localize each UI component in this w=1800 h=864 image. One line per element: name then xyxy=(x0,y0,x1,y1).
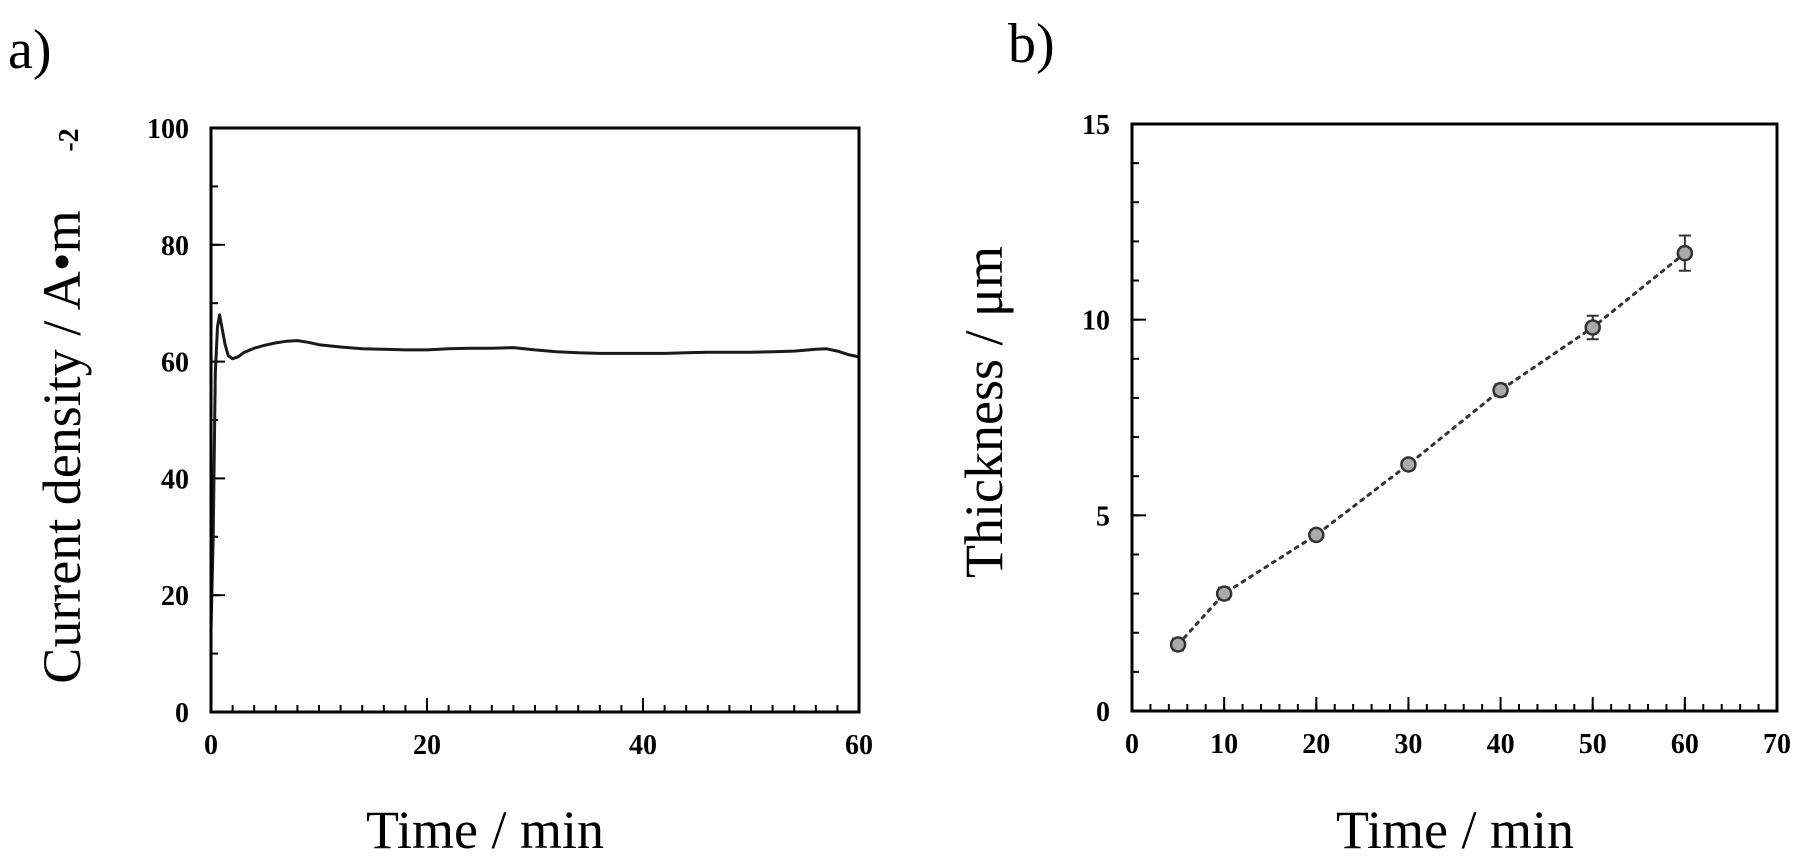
x-tick-label: 40 xyxy=(629,730,657,761)
x-tick-label: 10 xyxy=(1210,729,1238,760)
panel-a-y-axis-title: Current density / A•m xyxy=(32,210,92,683)
thickness-trend-line xyxy=(1176,251,1687,646)
x-tick-label: 60 xyxy=(845,730,873,761)
panel-b-thickness-chart: b) Thickness / μm Time / min 0 10 20 30 40 50… xyxy=(954,13,1791,860)
y-tick-label: 15 xyxy=(1082,110,1110,141)
panel-b-y-axis-title: Thickness / μm xyxy=(954,246,1014,578)
panel-a-label: a) xyxy=(8,19,52,81)
y-tick-label: 10 xyxy=(1082,306,1110,337)
panel-a-xlabel: Time / min xyxy=(366,800,604,860)
x-tick-label: 40 xyxy=(1487,729,1515,760)
x-tick-label: 50 xyxy=(1579,729,1607,760)
x-tick-label: 20 xyxy=(413,730,441,761)
panel-a-plot-frame xyxy=(209,126,861,714)
panel-b-label: b) xyxy=(1008,13,1055,75)
x-tick-label: 0 xyxy=(1125,729,1139,760)
panel-a-current-density-chart: a) Current density / A•m -2 Time / min 0… xyxy=(8,19,873,860)
x-tick-label: 30 xyxy=(1394,729,1422,760)
thickness-point xyxy=(1215,585,1233,602)
y-tick-label: 20 xyxy=(161,581,189,612)
x-tick-label: 60 xyxy=(1671,729,1699,760)
thickness-point xyxy=(1169,636,1187,653)
panel-b-ylabel: Thickness / μm xyxy=(954,246,1014,578)
thickness-point xyxy=(1584,319,1601,336)
panel-a-ylabel: Current density / A•m xyxy=(32,210,92,683)
y-tick-label: 5 xyxy=(1096,501,1110,532)
y-tick-label: 100 xyxy=(147,114,189,145)
x-tick-label: 70 xyxy=(1763,729,1791,760)
panel-b-xlabel: Time / min xyxy=(1336,800,1574,860)
y-tick-label: 60 xyxy=(161,348,189,379)
panel-b-plot-area xyxy=(1169,234,1694,653)
thickness-point xyxy=(1492,381,1509,399)
y-tick-label: 0 xyxy=(1096,697,1110,728)
panel-a-plot-area xyxy=(209,313,860,631)
panel-a-axis-ticks: 0 20 40 60 0 20 40 60 80 100 xyxy=(147,114,873,761)
x-tick-label: 0 xyxy=(204,730,218,761)
panel-a-ylabel-superscript: -2 xyxy=(54,128,85,151)
y-tick-label: 40 xyxy=(161,464,189,495)
panel-b-axis-ticks: 0 10 20 30 40 50 60 70 0 5 10 15 xyxy=(1082,110,1791,760)
thickness-point xyxy=(1400,456,1417,473)
thickness-point xyxy=(1676,244,1694,262)
x-tick-label: 20 xyxy=(1302,729,1330,760)
current-density-line xyxy=(209,313,860,631)
panel-b-plot-frame xyxy=(1130,122,1779,713)
y-tick-label: 80 xyxy=(161,231,189,262)
thickness-point xyxy=(1308,526,1325,544)
y-tick-label: 0 xyxy=(175,698,189,729)
